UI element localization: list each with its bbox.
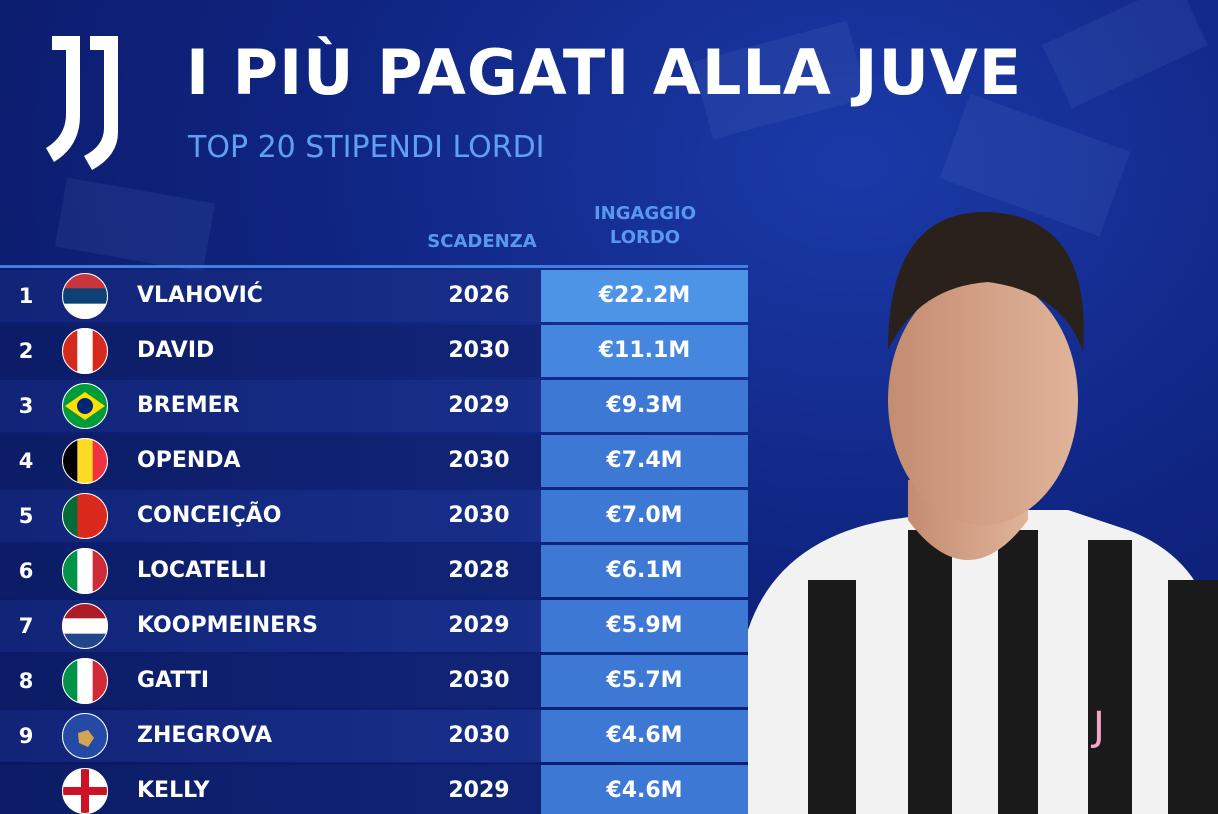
contract-expiry: 2029 [448, 778, 510, 803]
player-name: VLAHOVIĆ [137, 283, 263, 308]
club-logo [46, 36, 118, 170]
rank: 6 [18, 559, 34, 583]
salary: €4.6M [541, 765, 748, 814]
flag [62, 328, 108, 374]
salary: €5.9M [541, 600, 748, 652]
flag-rim [62, 383, 108, 429]
player-name: KELLY [137, 778, 210, 803]
table-row: 5 CONCEIÇÃO 2030 €7.0M [0, 490, 748, 542]
title: I PIÙ PAGATI ALLA JUVE [186, 36, 1023, 109]
flag-rim [62, 438, 108, 484]
flag [62, 383, 108, 429]
column-header: SCADENZA [427, 231, 537, 252]
table-row: 3 BREMER 2029 €9.3M [0, 380, 748, 432]
rank: 1 [18, 284, 34, 308]
flag [62, 438, 108, 484]
salary: €5.7M [541, 655, 748, 707]
player-name: ZHEGROVA [137, 723, 273, 748]
flag-stripe [77, 548, 94, 594]
column-header: INGAGGIO LORDO [593, 203, 696, 248]
player-name: BREMER [137, 393, 240, 418]
flag-rim [62, 328, 108, 374]
contract-expiry: 2030 [448, 668, 510, 693]
salary: €4.6M [541, 710, 748, 762]
flag-stripe [77, 438, 94, 484]
player-name: LOCATELLI [137, 558, 267, 583]
contract-expiry: 2026 [448, 283, 510, 308]
table-row: 2 DAVID 2030 €11.1M [0, 325, 748, 377]
rank: 7 [18, 614, 34, 638]
flag-stripe [77, 658, 94, 704]
flag-art [62, 713, 108, 759]
flag-rim [62, 713, 108, 759]
rank: 9 [18, 724, 34, 748]
flag [62, 493, 108, 539]
table-rule [0, 265, 748, 268]
subtitle: TOP 20 STIPENDI LORDI [188, 130, 545, 165]
flag-rim [62, 658, 108, 704]
salary: €6.1M [541, 545, 748, 597]
table-row: 6 LOCATELLI 2028 €6.1M [0, 545, 748, 597]
table-row: 4 OPENDA 2030 €7.4M [0, 435, 748, 487]
flag-rim [62, 603, 108, 649]
flag-stripe [77, 493, 94, 539]
flag [62, 768, 108, 814]
svg-text:J: J [1090, 704, 1105, 750]
table-row: 8 GATTI 2030 €5.7M [0, 655, 748, 707]
flag-rim [62, 548, 108, 594]
flag-stripe [62, 618, 108, 635]
contract-expiry: 2030 [448, 448, 510, 473]
flag [62, 658, 108, 704]
contract-expiry: 2030 [448, 338, 510, 363]
salary: €7.4M [541, 435, 748, 487]
player-name: DAVID [137, 338, 215, 363]
table-row: 1 VLAHOVIĆ 2026 €22.2M [0, 270, 748, 322]
player-name: KOOPMEINERS [137, 613, 318, 638]
player-name: CONCEIÇÃO [137, 503, 282, 528]
flag-art [62, 768, 108, 814]
table-row: KELLY 2029 €4.6M [0, 765, 748, 814]
flag [62, 713, 108, 759]
salary: €22.2M [541, 270, 748, 322]
rank: 3 [18, 394, 34, 418]
flag-map [78, 730, 94, 747]
contract-expiry: 2028 [448, 558, 510, 583]
flag-art [62, 383, 108, 429]
contract-expiry: 2029 [448, 613, 510, 638]
salary: €11.1M [541, 325, 748, 377]
contract-expiry: 2029 [448, 393, 510, 418]
player-photo: J [748, 211, 1218, 814]
flag-rim [62, 273, 108, 319]
salary: €7.0M [541, 490, 748, 542]
player-name: GATTI [137, 668, 210, 693]
rank: 5 [18, 504, 34, 528]
contract-expiry: 2030 [448, 503, 510, 528]
flag [62, 548, 108, 594]
flag-cross [62, 787, 108, 795]
rank: 4 [18, 449, 34, 473]
flag-rim [62, 493, 108, 539]
flag-stripe [77, 328, 94, 374]
rank: 8 [18, 669, 34, 693]
flag-globe [77, 398, 93, 414]
flag [62, 273, 108, 319]
rank: 2 [18, 339, 34, 363]
flag [62, 603, 108, 649]
table-row: 7 KOOPMEINERS 2029 €5.9M [0, 600, 748, 652]
contract-expiry: 2030 [448, 723, 510, 748]
table-row: 9 ZHEGROVA 2030 €4.6M [0, 710, 748, 762]
salary: €9.3M [541, 380, 748, 432]
flag-stripe [62, 288, 108, 305]
player-name: OPENDA [137, 448, 241, 473]
